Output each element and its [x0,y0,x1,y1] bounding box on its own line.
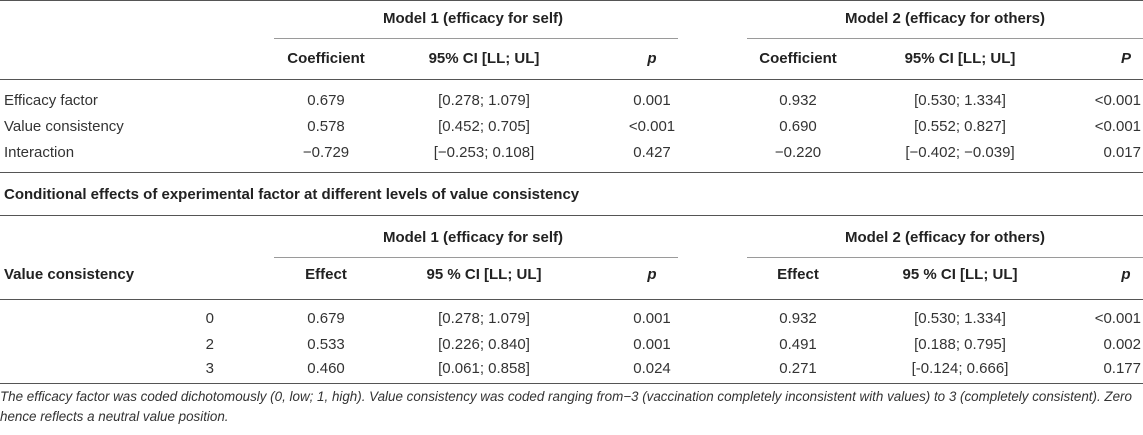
s2-col-ci-m1: 95 % CI [LL; UL] [426,266,542,283]
s1-cell-m2-coef: 0.690 [779,118,817,135]
s2-col-effect-m1: Effect [305,266,347,283]
s2-cell-m1-ci: [0.278; 1.079] [438,310,530,327]
s2-col-effect-m2: Effect [777,266,819,283]
s2-cell-m1-effect: 0.460 [307,360,345,377]
s1-cell-m1-p: 0.427 [633,144,671,161]
s1-col-coefficient-m1: Coefficient [287,50,365,67]
s1-col-p-m2: P [1120,50,1132,67]
s1-model1-rule [274,38,678,39]
s1-cell-m2-coef: −0.220 [774,144,822,161]
s2-cell-m2-effect: 0.271 [779,360,817,377]
s1-row-label: Value consistency [4,118,124,135]
table-footnote: The efficacy factor was coded dichotomou… [0,389,1132,424]
s1-cell-m2-coef: 0.932 [779,92,817,109]
s2-model1-title: Model 1 (efficacy for self) [382,229,564,246]
s2-cell-m2-p: 0.177 [1103,360,1141,377]
s2-cell-m2-ci: [0.530; 1.334] [914,310,1006,327]
s2-cell-m2-effect: 0.491 [779,336,817,353]
s1-cell-m2-ci: [0.552; 0.827] [914,118,1006,135]
s1-cell-m1-p: 0.001 [633,92,671,109]
s2-cell-m2-p: <0.001 [1094,310,1141,327]
s2-header-rule [0,299,1143,300]
s2-model2-rule [747,257,1143,258]
s1-model1-title: Model 1 (efficacy for self) [382,10,564,27]
s2-col-value-consistency: Value consistency [4,266,135,283]
s2-top-rule [0,215,1143,216]
s2-cell-m1-ci: [0.061; 0.858] [438,360,530,377]
s2-cell-m1-p: 0.024 [633,360,671,377]
s1-cell-m2-ci: [0.530; 1.334] [914,92,1006,109]
s1-cell-m2-p: <0.001 [1094,92,1141,109]
s2-row-level: 3 [205,360,214,377]
s2-model2-title: Model 2 (efficacy for others) [844,229,1046,246]
s1-col-p-m1: p [647,50,657,67]
s1-col-coefficient-m2: Coefficient [759,50,837,67]
top-rule [0,0,1143,1]
s1-bottom-rule [0,172,1143,173]
s1-col-ci-m2: 95% CI [LL; UL] [904,50,1016,67]
s1-cell-m1-coef: 0.679 [307,92,345,109]
s2-cell-m1-ci: [0.226; 0.840] [438,336,530,353]
s1-cell-m2-ci: [−0.402; −0.039] [905,144,1015,161]
s1-header-rule [0,79,1143,80]
s1-cell-m1-ci: [0.452; 0.705] [438,118,530,135]
s2-cell-m2-ci: [-0.124; 0.666] [911,360,1009,377]
s2-cell-m2-effect: 0.932 [779,310,817,327]
s2-col-ci-m2: 95 % CI [LL; UL] [902,266,1018,283]
s2-cell-m1-p: 0.001 [633,336,671,353]
s1-model2-title: Model 2 (efficacy for others) [844,10,1046,27]
s1-row-label: Interaction [4,144,75,161]
s1-cell-m1-coef: 0.578 [307,118,345,135]
s1-cell-m1-ci: [0.278; 1.079] [438,92,530,109]
s2-row-level: 0 [205,310,214,327]
s2-model1-rule [274,257,678,258]
s1-cell-m1-p: <0.001 [628,118,676,135]
s1-cell-m1-ci: [−0.253; 0.108] [433,144,535,161]
s1-col-ci-m1: 95% CI [LL; UL] [428,50,540,67]
s1-row-label: Efficacy factor [4,92,98,109]
s1-cell-m2-p: 0.017 [1103,144,1141,161]
s2-cell-m2-p: 0.002 [1103,336,1141,353]
s2-col-p-m2: p [1121,266,1131,283]
s2-row-level: 2 [205,336,214,353]
s2-cell-m2-ci: [0.188; 0.795] [914,336,1006,353]
s2-section-title: Conditional effects of experimental fact… [4,186,580,203]
s2-cell-m1-effect: 0.533 [307,336,345,353]
s2-cell-m1-p: 0.001 [633,310,671,327]
s1-model2-rule [747,38,1143,39]
s2-bottom-rule [0,383,1143,384]
s2-cell-m1-effect: 0.679 [307,310,345,327]
s2-col-p-m1: p [647,266,657,283]
s1-cell-m1-coef: −0.729 [302,144,350,161]
s1-cell-m2-p: <0.001 [1094,118,1141,135]
